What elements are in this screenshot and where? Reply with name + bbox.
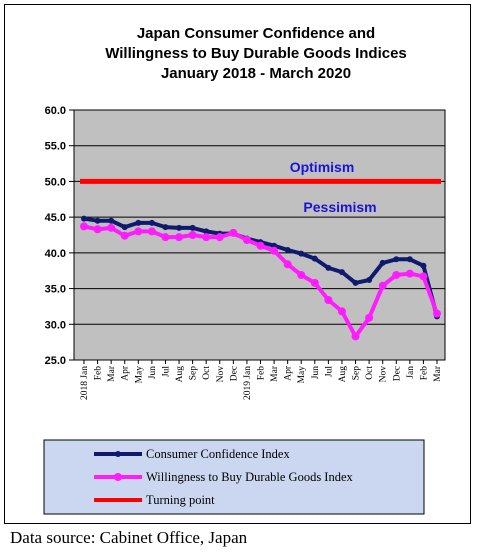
x-tick-label: Jul: [324, 366, 334, 377]
legend-label-consumer-confidence: Consumer Confidence Index: [146, 447, 290, 461]
data-point-durable-goods: [134, 227, 143, 236]
x-tick-label: Feb: [257, 366, 267, 381]
data-point-consumer-confidence: [311, 255, 318, 262]
x-tick-label: Nov: [216, 366, 226, 383]
data-point-consumer-confidence: [352, 279, 359, 286]
x-tick-label: Oct: [365, 366, 375, 380]
chart-title-line: Willingness to Buy Durable Goods Indices: [105, 45, 407, 62]
x-tick-label: Apr: [284, 365, 294, 381]
y-tick-label: 45.0: [45, 212, 66, 224]
data-point-durable-goods: [405, 269, 414, 278]
x-tick-label: Dec: [392, 366, 402, 381]
data-point-consumer-confidence: [81, 215, 87, 222]
data-point-durable-goods: [147, 227, 156, 236]
data-point-durable-goods: [392, 271, 401, 279]
data-point-durable-goods: [256, 241, 265, 250]
data-point-durable-goods: [80, 222, 88, 231]
x-tick-label: Jun: [148, 366, 158, 379]
data-point-durable-goods: [242, 236, 251, 244]
data-point-consumer-confidence: [338, 269, 345, 276]
data-point-durable-goods: [175, 233, 184, 242]
x-tick-label: Jun: [311, 366, 321, 379]
data-point-consumer-confidence: [393, 256, 400, 263]
legend-marker-consumer-confidence: [115, 451, 121, 457]
data-point-durable-goods: [188, 231, 197, 239]
data-point-consumer-confidence: [420, 262, 427, 269]
x-tick-label: Oct: [202, 366, 212, 380]
data-point-consumer-confidence: [135, 219, 142, 226]
x-tick-label: Jul: [161, 366, 171, 377]
data-point-consumer-confidence: [94, 217, 101, 224]
data-point-durable-goods: [270, 246, 279, 255]
data-point-durable-goods: [324, 296, 333, 304]
x-tick-label: Mar: [270, 365, 280, 382]
chart-title-line: Japan Consumer Confidence and: [137, 25, 375, 42]
chart-title-line: January 2018 - March 2020: [161, 65, 351, 82]
data-source-caption: Data source: Cabinet Office, Japan: [10, 528, 248, 547]
data-point-consumer-confidence: [176, 224, 183, 231]
data-point-consumer-confidence: [108, 217, 115, 224]
x-tick-label: Aug: [175, 366, 185, 383]
data-point-consumer-confidence: [366, 277, 373, 283]
legend-marker-durable-goods: [114, 473, 122, 481]
plot-area: [73, 109, 446, 361]
y-tick-label: 35.0: [45, 284, 66, 296]
data-point-durable-goods: [337, 307, 346, 316]
x-tick-label: May: [134, 366, 144, 384]
x-tick-label: Feb: [94, 366, 104, 381]
x-tick-label: Nov: [379, 366, 389, 383]
legend-label-turning-point: Turning point: [146, 493, 215, 507]
x-tick-label: Mar: [107, 365, 117, 382]
data-point-consumer-confidence: [325, 264, 332, 271]
legend-label-durable-goods: Willingness to Buy Durable Goods Index: [146, 470, 354, 484]
y-tick-label: 60.0: [45, 105, 66, 117]
data-point-durable-goods: [93, 225, 102, 234]
y-tick-label: 40.0: [45, 248, 66, 260]
x-tick-label: Feb: [419, 366, 429, 381]
data-point-durable-goods: [378, 281, 387, 290]
x-tick-label: Mar: [433, 365, 443, 382]
x-tick-label: Apr: [121, 365, 131, 381]
x-tick-label: May: [297, 366, 307, 384]
x-tick-label: 2018 Jan: [80, 366, 90, 400]
data-point-durable-goods: [283, 260, 292, 269]
data-point-durable-goods: [120, 231, 129, 240]
chart-svg: Japan Consumer Confidence and Willingness…: [43, 25, 446, 515]
x-tick-label: 2019 Jan: [243, 366, 253, 400]
data-point-consumer-confidence: [284, 247, 291, 253]
x-tick-label: Dec: [229, 366, 239, 381]
data-point-consumer-confidence: [379, 259, 386, 266]
data-point-consumer-confidence: [298, 250, 305, 257]
data-point-durable-goods: [351, 332, 360, 341]
data-point-durable-goods: [215, 233, 224, 242]
y-tick-label: 25.0: [45, 355, 66, 367]
x-tick-label: Sep: [352, 366, 362, 381]
annotation-pessimism: Pessimism: [303, 199, 376, 215]
x-tick-label: Jan: [406, 366, 416, 379]
data-point-consumer-confidence: [121, 224, 128, 231]
data-point-durable-goods: [297, 271, 306, 279]
data-point-durable-goods: [419, 272, 428, 281]
x-tick-label: Aug: [338, 366, 348, 383]
y-tick-label: 55.0: [45, 141, 66, 153]
data-point-durable-goods: [202, 233, 211, 242]
data-point-durable-goods: [365, 313, 374, 322]
data-point-durable-goods: [107, 223, 116, 232]
data-point-durable-goods: [161, 233, 170, 242]
data-point-durable-goods: [310, 278, 319, 287]
data-point-consumer-confidence: [406, 256, 413, 263]
data-point-durable-goods: [433, 309, 441, 318]
data-point-consumer-confidence: [203, 228, 210, 235]
data-point-durable-goods: [229, 228, 238, 237]
annotation-optimism: Optimism: [290, 159, 355, 175]
data-point-consumer-confidence: [189, 224, 196, 231]
data-point-consumer-confidence: [162, 224, 169, 231]
x-tick-label: Sep: [189, 366, 199, 381]
y-tick-label: 50.0: [45, 176, 66, 188]
data-point-consumer-confidence: [148, 219, 155, 226]
y-tick-label: 30.0: [45, 319, 66, 331]
